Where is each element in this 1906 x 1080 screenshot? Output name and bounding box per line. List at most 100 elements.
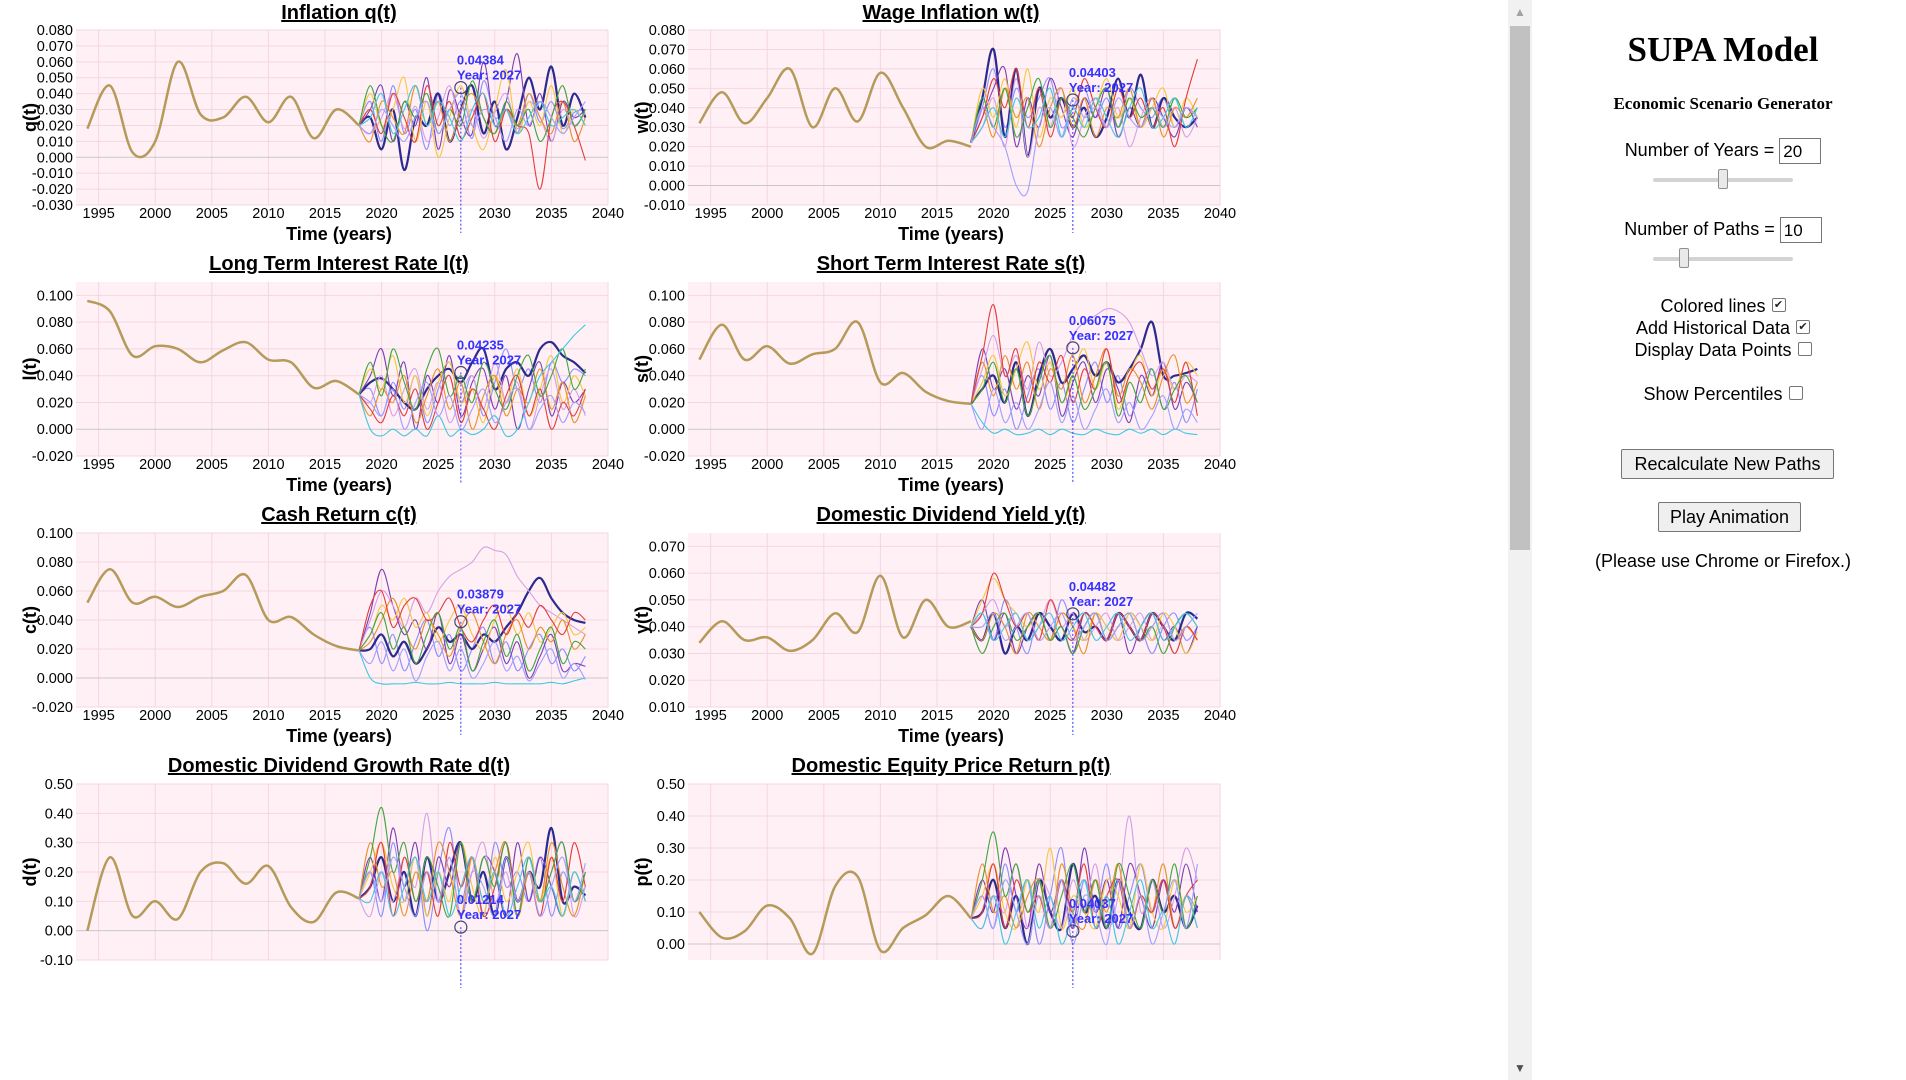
paths-input[interactable]: 10 (1779, 217, 1822, 243)
recalculate-button[interactable]: Recalculate New Paths (1621, 449, 1834, 479)
series-line-9 (970, 879, 1198, 945)
y-tick-label: 0.30 (45, 836, 73, 852)
x-tick-label: 2025 (422, 457, 454, 473)
chart-title: Wage Inflation w(t) (862, 2, 1039, 24)
series-line-9 (358, 856, 586, 917)
annotation-year: Year: 2027 (457, 907, 521, 922)
x-tick-label: 2005 (196, 708, 228, 724)
chart-1: 0.0800.0700.0600.0500.0400.0300.0200.010… (20, 2, 624, 244)
x-tick-label: 2040 (592, 457, 624, 473)
y-tick-label: -0.020 (32, 700, 73, 716)
series-line-5 (970, 341, 1198, 410)
series-line-2 (358, 576, 586, 665)
paths-slider[interactable] (1653, 248, 1793, 268)
y-tick-label: 0.050 (649, 81, 685, 97)
x-tick-label: 2030 (1091, 457, 1123, 473)
x-tick-label: 2030 (1091, 206, 1123, 222)
colored-lines-checkbox[interactable]: ✔ (1771, 298, 1786, 313)
y-tick-label: 0.20 (45, 865, 73, 881)
x-tick-label: 2035 (1147, 708, 1179, 724)
x-tick-label: 2040 (1204, 206, 1236, 222)
x-axis-label: Time (years) (286, 475, 392, 495)
x-tick-label: 2030 (479, 708, 511, 724)
y-tick-label: 0.100 (649, 288, 685, 304)
y-tick-label: 0.000 (37, 422, 73, 438)
charts-canvas: 0.0800.0700.0600.0500.0400.0300.0200.010… (20, 2, 1236, 988)
series-line-9 (970, 87, 1198, 144)
annotation-marker (454, 365, 468, 380)
series-line-7 (970, 863, 1198, 930)
x-tick-label: 2015 (921, 708, 953, 724)
y-tick-label: 0.080 (649, 23, 685, 39)
y-tick-label: -0.010 (32, 166, 73, 182)
plot-lines (86, 53, 587, 190)
plot-background (688, 784, 1220, 960)
plot-background (688, 282, 1220, 456)
scroll-up-arrow-icon[interactable]: ▲ (1514, 5, 1526, 19)
series-line-4 (970, 815, 1198, 930)
browser-note: (Please use Chrome or Firefox.) (1594, 551, 1852, 571)
years-input[interactable]: 20 (1779, 138, 1822, 164)
scroll-down-arrow-icon[interactable]: ▼ (1514, 1061, 1526, 1075)
x-tick-label: 2005 (196, 206, 228, 222)
annotation-marker (1066, 924, 1080, 938)
history-line (86, 299, 360, 396)
y-tick-label: 0.100 (37, 288, 73, 304)
paths-slider-thumb[interactable] (1679, 248, 1689, 268)
x-tick-label: 2020 (365, 457, 397, 473)
x-axis-label: Time (years) (286, 726, 392, 746)
play-animation-button[interactable]: Play Animation (1658, 502, 1801, 532)
chart-7: 0.50 0.40 0.30 0.20 0.10 0.00 -0.10 Domestic Di… (20, 755, 609, 988)
annotation-year: Year: 2027 (1069, 594, 1133, 609)
charts-area: 0.080 0.070 0.060 0.050 0.040 0.030 0.020 0.010… (20, 2, 1236, 988)
series-line-8 (970, 354, 1198, 417)
y-tick-label: 0.20 (657, 873, 685, 889)
percentiles-checkbox[interactable] (1788, 386, 1803, 401)
y-tick-label: 0.040 (649, 101, 685, 117)
series-line-2 (358, 340, 587, 411)
y-tick-label: 0.40 (657, 809, 685, 825)
x-tick-label: 2010 (252, 708, 284, 724)
y-tick-label: 0.100 (37, 526, 73, 542)
app-title: SUPA Model (1627, 30, 1819, 69)
years-row: Number of Years = 20 (1540, 138, 1906, 164)
y-tick-label: 0.50 (657, 777, 685, 793)
historical-checkbox[interactable]: ✔ (1796, 320, 1811, 335)
x-tick-label: 2000 (751, 457, 783, 473)
colored-lines-label: Colored lines (1660, 296, 1766, 316)
plot-lines (698, 572, 1199, 655)
y-tick-label: 0.020 (649, 140, 685, 156)
history-line (698, 320, 972, 406)
historical-row: Add Historical Data ✔ (1540, 318, 1906, 339)
paths-label: Number of Paths = (1624, 218, 1775, 239)
x-tick-label: 2025 (422, 206, 454, 222)
annotation-value: 0.04037 (1069, 896, 1116, 911)
chart-title: Domestic Dividend Yield y(t) (817, 504, 1086, 526)
y-axis-label: d(t) (20, 858, 40, 887)
x-tick-label: 2035 (1147, 206, 1179, 222)
y-tick-label: 0.000 (37, 150, 73, 166)
x-tick-label: 2000 (751, 206, 783, 222)
plot-lines (698, 815, 1199, 956)
x-axis-label: Time (years) (898, 726, 1004, 746)
annotation-year: Year: 2027 (457, 68, 521, 83)
annotation-marker (1066, 93, 1080, 107)
annotation-value: 0.06075 (1069, 313, 1116, 328)
data-points-label: Display Data Points (1634, 340, 1792, 360)
scrollbar-thumb[interactable] (1510, 26, 1530, 550)
years-slider[interactable] (1653, 169, 1793, 189)
history-line (698, 67, 972, 150)
x-tick-label: 2030 (479, 457, 511, 473)
y-tick-label: 0.060 (649, 342, 685, 358)
x-tick-label: 2015 (309, 708, 341, 724)
data-points-checkbox[interactable] (1797, 342, 1812, 357)
vertical-scrollbar[interactable]: ▲ ▼ (1508, 0, 1532, 1080)
series-line-6 (970, 87, 1198, 148)
chart-5: 0.100 0.080 0.060 0.040 0.020 0.000 -0.020 1995… (20, 504, 624, 746)
y-tick-label: 0.030 (37, 103, 73, 119)
y-tick-label: 0.070 (37, 39, 73, 55)
x-tick-label: 1995 (83, 206, 115, 222)
y-tick-label: -0.020 (32, 449, 73, 465)
years-slider-thumb[interactable] (1718, 169, 1728, 189)
y-tick-label: -0.020 (644, 449, 685, 465)
